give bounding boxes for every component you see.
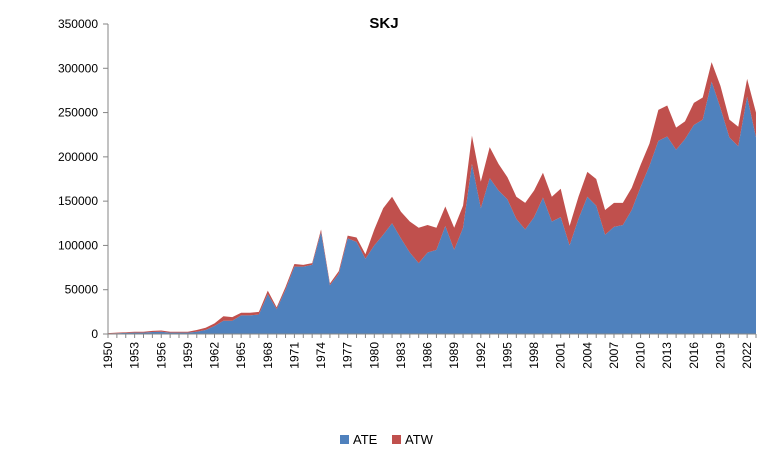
x-tick-label: 1989: [447, 342, 461, 369]
legend: ATE ATW: [340, 432, 434, 447]
x-tick-label: 1980: [367, 342, 381, 369]
x-tick-label: 2013: [660, 342, 674, 369]
x-tick-label: 1992: [474, 342, 488, 369]
chart-title: SKJ: [369, 15, 398, 32]
y-tick-label: 150000: [58, 194, 98, 208]
y-tick-label: 200000: [58, 150, 98, 164]
x-tick-label: 1995: [500, 342, 514, 369]
x-tick-label: 1971: [287, 342, 301, 369]
y-tick-label: 350000: [58, 17, 98, 31]
x-tick-label: 1986: [421, 342, 435, 369]
x-tick-label: 1956: [154, 342, 168, 369]
series-area-atw: [108, 62, 756, 334]
legend-label-atw: ATW: [405, 432, 434, 447]
legend-swatch-atw: [392, 435, 401, 444]
x-tick-label: 1977: [341, 342, 355, 369]
x-axis-ticks: 1950 1953 1956 1959 1962 1965 1968 1971 1974 1977…: [101, 334, 757, 369]
x-tick-label: 1953: [128, 342, 142, 369]
y-tick-label: 50000: [65, 283, 99, 297]
x-tick-label: 2007: [607, 342, 621, 369]
x-tick-label: 1965: [234, 342, 248, 369]
y-axis-ticks: 0 50000 100000 150000 200000 250000 300000 3500…: [58, 17, 108, 341]
x-tick-label: 1962: [208, 342, 222, 369]
y-tick-label: 250000: [58, 106, 98, 120]
legend-swatch-ate: [340, 435, 349, 444]
x-tick-label: 2010: [634, 342, 648, 369]
x-tick-label: 1974: [314, 342, 328, 369]
x-tick-label: 1983: [394, 342, 408, 369]
y-tick-label: 300000: [58, 61, 98, 75]
y-tick-label: 0: [91, 327, 98, 341]
x-tick-label: 1950: [101, 342, 115, 369]
x-tick-label: 2001: [554, 342, 568, 369]
x-tick-label: 2022: [740, 342, 754, 369]
x-tick-label: 1968: [261, 342, 275, 369]
x-tick-label: 1959: [181, 342, 195, 369]
x-tick-label: 1998: [527, 342, 541, 369]
x-tick-label: 2019: [713, 342, 727, 369]
legend-label-ate: ATE: [353, 432, 378, 447]
axes: [107, 24, 756, 335]
x-tick-label: 2004: [580, 342, 594, 369]
series-areas: [108, 62, 756, 334]
series-area-ate: [108, 81, 756, 334]
x-tick-label: 2016: [687, 342, 701, 369]
y-tick-label: 100000: [58, 238, 98, 252]
